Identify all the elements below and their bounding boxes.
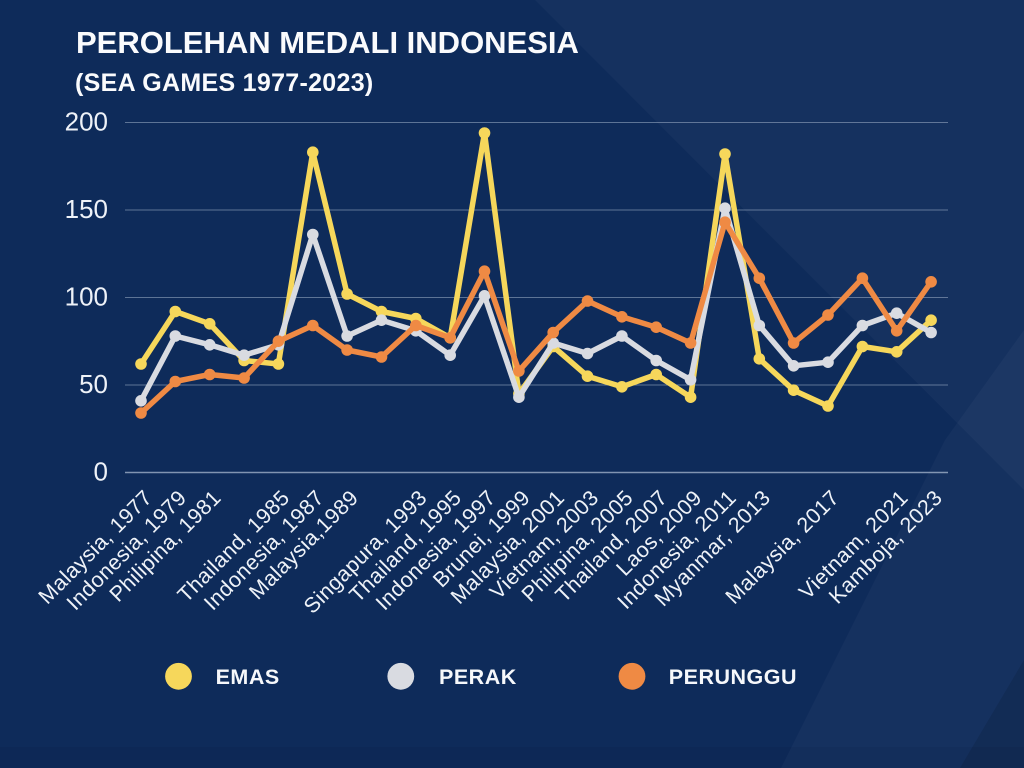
svg-text:EMAS: EMAS <box>216 665 280 689</box>
svg-text:0: 0 <box>94 457 108 487</box>
svg-text:100: 100 <box>65 282 108 312</box>
svg-text:PERAK: PERAK <box>439 665 517 689</box>
svg-text:PEROLEHAN MEDALI INDONESIA: PEROLEHAN MEDALI INDONESIA <box>76 25 579 60</box>
svg-text:50: 50 <box>79 369 108 399</box>
svg-text:(SEA GAMES 1977-2023): (SEA GAMES 1977-2023) <box>75 69 374 97</box>
svg-text:PERUNGGU: PERUNGGU <box>669 665 797 689</box>
svg-text:150: 150 <box>65 194 108 224</box>
svg-text:200: 200 <box>65 107 108 137</box>
